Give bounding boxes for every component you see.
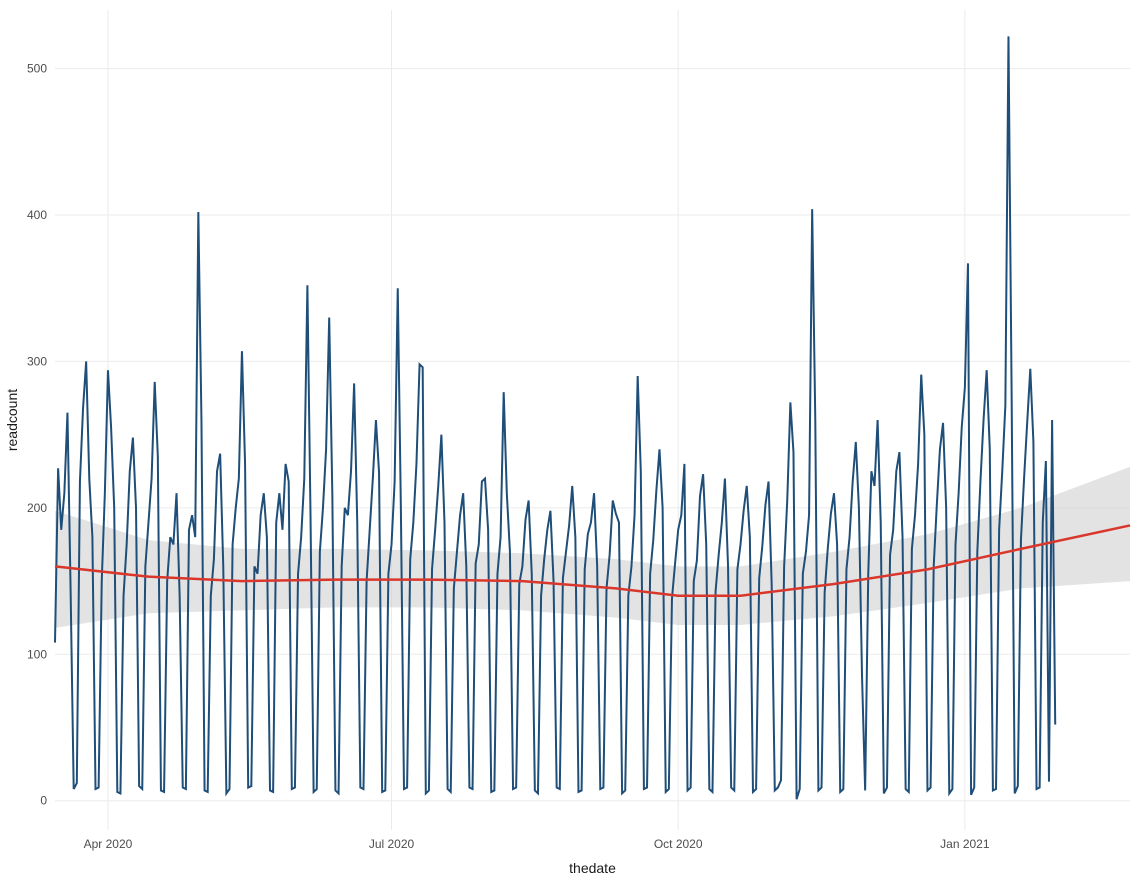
x-tick-label: Apr 2020 [84, 837, 133, 851]
y-tick-label: 400 [27, 208, 47, 222]
x-tick-label: Jan 2021 [940, 837, 990, 851]
x-tick-label: Oct 2020 [654, 837, 703, 851]
y-tick-label: 500 [27, 62, 47, 76]
timeseries-chart: 0 100 200 300 400 500 Apr 2020 Jul 2020 Oct 2020… [0, 0, 1145, 885]
y-tick-label: 100 [27, 647, 47, 661]
y-axis-label: readcount [4, 389, 20, 451]
y-tick-label: 300 [27, 354, 47, 368]
chart-svg: 0 100 200 300 400 500 Apr 2020 Jul 2020 Oct 2020… [0, 0, 1145, 885]
y-tick-label: 200 [27, 501, 47, 515]
y-tick-label: 0 [40, 794, 47, 808]
x-axis-label: thedate [569, 860, 616, 876]
x-tick-label: Jul 2020 [369, 837, 415, 851]
